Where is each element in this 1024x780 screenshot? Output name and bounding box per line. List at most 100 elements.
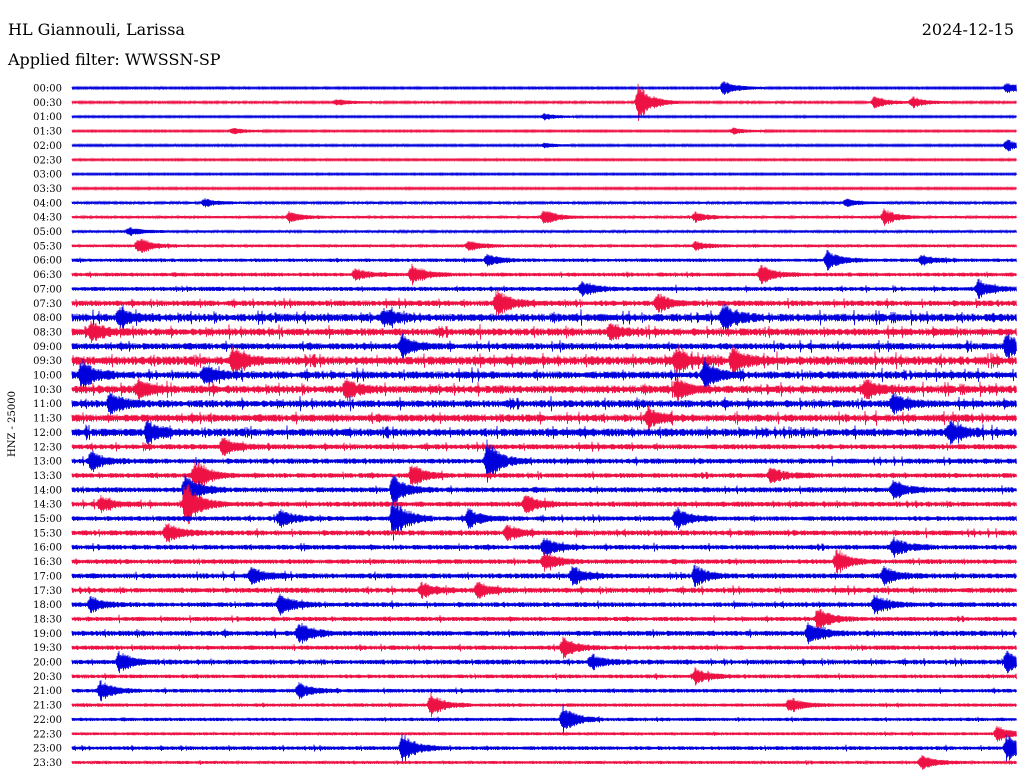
row-time-label: 00:00 <box>33 84 62 95</box>
trace-line <box>71 475 1017 505</box>
trace-line <box>71 725 1017 742</box>
trace-line <box>71 208 1017 226</box>
trace-line <box>71 320 1017 344</box>
trace-line <box>71 81 1017 95</box>
trace-line <box>71 303 1017 332</box>
trace-line <box>71 227 1017 236</box>
row-time-label: 02:00 <box>33 141 62 152</box>
trace-line <box>71 496 1017 541</box>
row-time-label: 09:30 <box>33 356 62 367</box>
row-time-label: 13:30 <box>33 471 62 482</box>
row-time-label: 18:30 <box>33 614 62 625</box>
row-time-label: 07:00 <box>33 284 62 295</box>
row-time-label: 12:30 <box>33 442 62 453</box>
row-time-label: 19:00 <box>33 629 62 640</box>
trace-line <box>71 704 1017 735</box>
trace-line <box>71 755 1017 770</box>
trace-line <box>71 734 1017 762</box>
row-time-label: 07:30 <box>33 299 62 310</box>
row-time-label: 22:00 <box>33 715 62 726</box>
row-time-label: 20:30 <box>33 672 62 683</box>
trace-line <box>71 593 1017 616</box>
row-time-label: 23:30 <box>33 758 62 769</box>
record-date: 2024-12-15 <box>921 20 1014 39</box>
row-time-label: 17:30 <box>33 586 62 597</box>
row-time-label: 10:30 <box>33 385 62 396</box>
trace-line <box>71 460 1017 491</box>
trace-line <box>71 484 1017 525</box>
trace-line <box>71 405 1017 431</box>
row-time-label: 08:00 <box>33 313 62 324</box>
station-name: HL Giannouli, Larissa <box>8 20 185 39</box>
trace-line <box>71 667 1017 686</box>
trace-line <box>71 357 1017 393</box>
trace-line <box>71 198 1017 208</box>
trace-line <box>71 437 1017 456</box>
row-time-label: 06:30 <box>33 270 62 281</box>
trace-line <box>71 420 1017 445</box>
row-time-label: 19:30 <box>33 643 62 654</box>
trace-line <box>71 344 1017 377</box>
trace-line <box>71 333 1017 360</box>
filter-label: Applied filter: WWSSN-SP <box>8 50 221 69</box>
row-time-label: 17:00 <box>33 571 62 582</box>
row-time-label: 15:00 <box>33 514 62 525</box>
trace-line <box>71 680 1017 702</box>
trace-line <box>71 564 1017 588</box>
trace-line <box>71 157 1017 163</box>
row-time-label: 04:30 <box>33 213 62 224</box>
row-time-label: 14:00 <box>33 485 62 496</box>
trace-line <box>71 392 1017 415</box>
row-time-label: 12:00 <box>33 428 62 439</box>
row-time-label: 05:00 <box>33 227 62 238</box>
row-time-label: 23:00 <box>33 744 62 755</box>
trace-line <box>71 185 1017 191</box>
row-time-label: 03:30 <box>33 184 62 195</box>
trace-line <box>71 581 1017 599</box>
trace-line <box>71 439 1017 483</box>
trace-line <box>71 608 1017 629</box>
row-time-label: 21:30 <box>33 701 62 712</box>
row-time-label: 06:00 <box>33 256 62 267</box>
trace-line <box>71 263 1017 286</box>
trace-line <box>71 238 1017 253</box>
trace-line <box>71 83 1017 122</box>
row-time-label: 05:30 <box>33 241 62 252</box>
trace-line <box>71 536 1017 558</box>
row-time-label: 00:30 <box>33 98 62 109</box>
y-axis-label: HNZ - 25000 <box>7 391 18 457</box>
row-time-label: 20:00 <box>33 658 62 669</box>
row-time-label: 21:00 <box>33 686 62 697</box>
trace-line <box>71 650 1017 674</box>
row-time-label: 18:00 <box>33 600 62 611</box>
row-time-label: 08:30 <box>33 327 62 338</box>
trace-line <box>71 249 1017 271</box>
row-time-label: 11:30 <box>33 414 62 425</box>
trace-line <box>71 289 1017 318</box>
row-time-label: 04:00 <box>33 198 62 209</box>
trace-line <box>71 139 1017 152</box>
trace-line <box>71 127 1017 135</box>
trace-line <box>71 622 1017 645</box>
row-time-label: 09:00 <box>33 342 62 353</box>
row-time-label: 13:00 <box>33 457 62 468</box>
row-time-label: 22:30 <box>33 729 62 740</box>
trace-line <box>71 523 1017 543</box>
trace-line <box>71 692 1017 718</box>
row-time-label: 11:00 <box>33 399 62 410</box>
row-time-label: 16:00 <box>33 543 62 554</box>
trace-line <box>71 171 1017 177</box>
trace-line <box>71 636 1017 659</box>
row-time-label: 16:30 <box>33 557 62 568</box>
row-time-label: 02:30 <box>33 155 62 166</box>
row-time-label: 14:30 <box>33 500 62 511</box>
row-time-label: 01:00 <box>33 112 62 123</box>
trace-line <box>71 377 1017 402</box>
row-time-label: 03:00 <box>33 170 62 181</box>
trace-line <box>71 112 1017 121</box>
row-time-label: 01:30 <box>33 127 62 138</box>
trace-line <box>71 278 1017 300</box>
trace-line <box>71 549 1017 574</box>
row-time-label: 15:30 <box>33 528 62 539</box>
